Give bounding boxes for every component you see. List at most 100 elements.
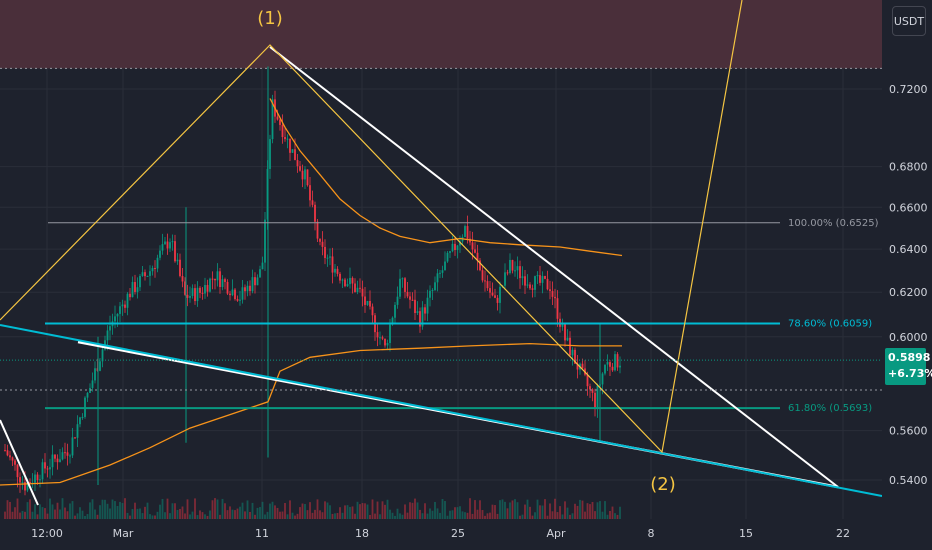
- volume-bar: [379, 514, 381, 519]
- volume-bar: [531, 515, 534, 519]
- candle-body: [94, 368, 96, 381]
- volume-bar: [164, 512, 166, 519]
- candle-body: [541, 276, 544, 283]
- candle-body: [116, 313, 119, 317]
- volume-bar: [49, 498, 51, 519]
- candle-body: [129, 293, 131, 298]
- support-trend-line[interactable]: [0, 324, 883, 497]
- volume-bar: [569, 514, 571, 519]
- candle-body: [161, 244, 164, 251]
- candle-body: [74, 437, 76, 439]
- volume-bar: [324, 501, 326, 519]
- volume-bar: [571, 513, 574, 519]
- candle-body: [604, 364, 606, 374]
- candle-body: [224, 279, 226, 282]
- candle-body: [606, 362, 609, 365]
- volume-bar: [71, 501, 74, 519]
- candle-body: [509, 259, 511, 273]
- x-tick-label: Mar: [113, 527, 134, 540]
- elliott-wave-path[interactable]: [0, 0, 743, 454]
- candle-body: [211, 278, 214, 280]
- volume-bar: [501, 499, 504, 519]
- volume-bar: [89, 502, 91, 519]
- candle-body: [549, 289, 551, 292]
- volume-bar: [416, 502, 419, 519]
- candle-body: [271, 99, 274, 140]
- candle-body: [281, 124, 284, 138]
- volume-bar: [334, 513, 336, 519]
- volume-bar: [209, 510, 211, 519]
- candle-body: [446, 252, 449, 262]
- time-axis[interactable]: 12:00 Mar 11 18 25 Apr 8 15 22: [31, 527, 850, 540]
- candle-body: [244, 287, 246, 292]
- candle-body: [46, 468, 49, 470]
- volume-bar: [149, 514, 151, 519]
- candle-body: [286, 138, 289, 140]
- candle-body: [491, 292, 494, 296]
- candle-body: [184, 281, 186, 295]
- volume-bar: [471, 513, 474, 519]
- volume-bar: [506, 508, 509, 519]
- candle-body: [216, 271, 219, 281]
- volume-bar: [399, 513, 401, 519]
- volume-bar: [359, 504, 361, 519]
- volume-bar: [336, 513, 339, 519]
- volume-bar: [34, 504, 36, 519]
- candle-body: [164, 241, 166, 245]
- volume-bar: [579, 499, 581, 519]
- candle-body: [199, 287, 201, 293]
- candle-body: [61, 452, 64, 460]
- falling-wedge-upper-line[interactable]: [269, 46, 839, 488]
- candle-body: [109, 326, 111, 331]
- last-price-badge: 0.5898 +6.73%: [885, 348, 932, 385]
- volume-bar: [79, 507, 81, 519]
- volume-bar: [261, 501, 264, 519]
- candle-body: [36, 474, 39, 480]
- candle-body: [91, 380, 94, 388]
- candle-body: [369, 300, 371, 307]
- candle-body: [261, 262, 264, 270]
- volume-bar: [291, 512, 294, 519]
- volume-bar: [549, 503, 551, 519]
- candle-body: [299, 166, 301, 171]
- volume-bar: [44, 508, 46, 519]
- candle-body: [341, 279, 344, 281]
- candle-body: [79, 417, 81, 425]
- volume-bar: [556, 512, 559, 519]
- volume-bar: [19, 512, 21, 519]
- candle-body: [241, 287, 244, 300]
- currency-button[interactable]: USDT: [892, 6, 926, 36]
- volume-bar: [299, 507, 301, 519]
- candle-body: [529, 284, 531, 289]
- left-trend-line[interactable]: [0, 419, 39, 506]
- candle-body: [141, 272, 144, 276]
- time-axis-panel: [0, 519, 882, 550]
- volume-bar: [301, 503, 304, 519]
- volume-bar: [11, 511, 14, 519]
- volume-bar: [169, 513, 171, 519]
- volume-bar: [216, 499, 219, 519]
- candle-body: [146, 275, 149, 277]
- volume-bar: [434, 501, 436, 519]
- candle-body: [444, 261, 446, 271]
- price-axis[interactable]: 0.7200 0.6800 0.6600 0.6400 0.6200 0.6000 0.56…: [889, 83, 928, 487]
- candle-body: [301, 170, 304, 180]
- volume-bar: [224, 503, 226, 519]
- volume-bar: [499, 500, 501, 519]
- candle-body: [594, 392, 596, 408]
- candle-body: [226, 281, 229, 294]
- volume-bar: [274, 505, 276, 519]
- candle-body: [451, 243, 454, 252]
- candle-body: [256, 277, 259, 286]
- candle-body: [619, 365, 621, 368]
- candle-body: [454, 243, 456, 250]
- candle-body: [294, 149, 296, 161]
- candle-body: [419, 311, 421, 327]
- candle-body: [251, 277, 254, 292]
- volume-bar: [381, 501, 384, 519]
- candle-body: [186, 294, 189, 298]
- candle-body: [581, 363, 584, 369]
- candle-body: [259, 269, 261, 278]
- volume-bar: [574, 503, 576, 519]
